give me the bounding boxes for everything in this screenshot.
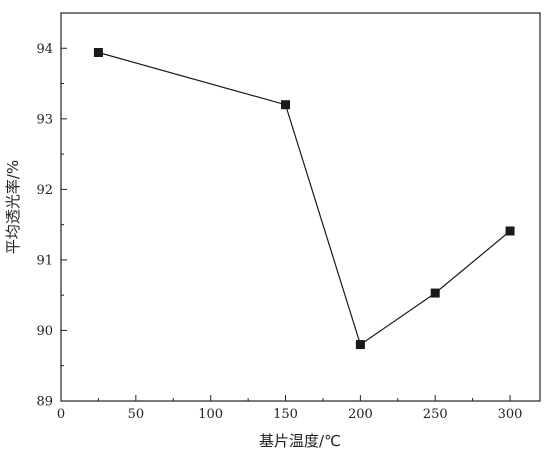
y-tick-label: 94 (36, 42, 53, 57)
data-point (93, 48, 103, 58)
x-axis-ticks: 0 50 100 150 200 250 300 (57, 395, 523, 422)
plot-frame (60, 12, 541, 402)
y-tick-label: 91 (36, 253, 53, 268)
y-tick-label: 92 (36, 183, 53, 198)
x-tick-label: 250 (423, 407, 448, 422)
series-line (98, 51, 511, 346)
x-tick-label: 300 (498, 407, 523, 422)
data-point (505, 226, 515, 236)
x-tick-label: 150 (273, 407, 298, 422)
x-tick-label: 0 (57, 407, 65, 422)
x-axis-title: 基片温度/℃ (259, 432, 341, 450)
y-axis-ticks: 89 90 91 92 93 94 (36, 42, 67, 410)
data-point (430, 288, 440, 298)
y-tick-label: 89 (36, 395, 53, 410)
x-tick-label: 50 (128, 407, 145, 422)
x-tick-label: 100 (198, 407, 223, 422)
data-point (355, 340, 365, 350)
y-tick-label: 93 (36, 112, 53, 127)
data-point (281, 100, 291, 110)
y-tick-label: 90 (36, 324, 53, 339)
x-tick-label: 200 (348, 407, 373, 422)
y-axis-title: 平均透光率/% (4, 160, 22, 254)
series-layer (93, 48, 515, 350)
